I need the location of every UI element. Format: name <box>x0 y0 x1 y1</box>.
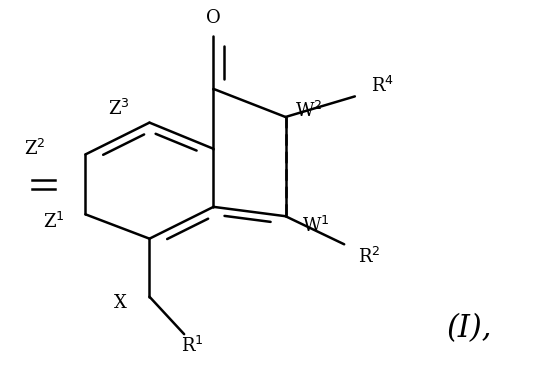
Text: R$^1$: R$^1$ <box>181 336 203 356</box>
Text: W$^1$: W$^1$ <box>301 215 329 236</box>
Text: Z$^3$: Z$^3$ <box>108 99 130 119</box>
Text: X: X <box>114 294 127 312</box>
Text: O: O <box>206 9 221 27</box>
Text: R$^4$: R$^4$ <box>371 76 394 96</box>
Text: Z$^2$: Z$^2$ <box>24 139 45 159</box>
Text: R$^2$: R$^2$ <box>357 247 380 268</box>
Text: W$^2$: W$^2$ <box>295 101 322 122</box>
Text: (I),: (I), <box>447 313 492 344</box>
Text: Z$^1$: Z$^1$ <box>43 212 64 232</box>
